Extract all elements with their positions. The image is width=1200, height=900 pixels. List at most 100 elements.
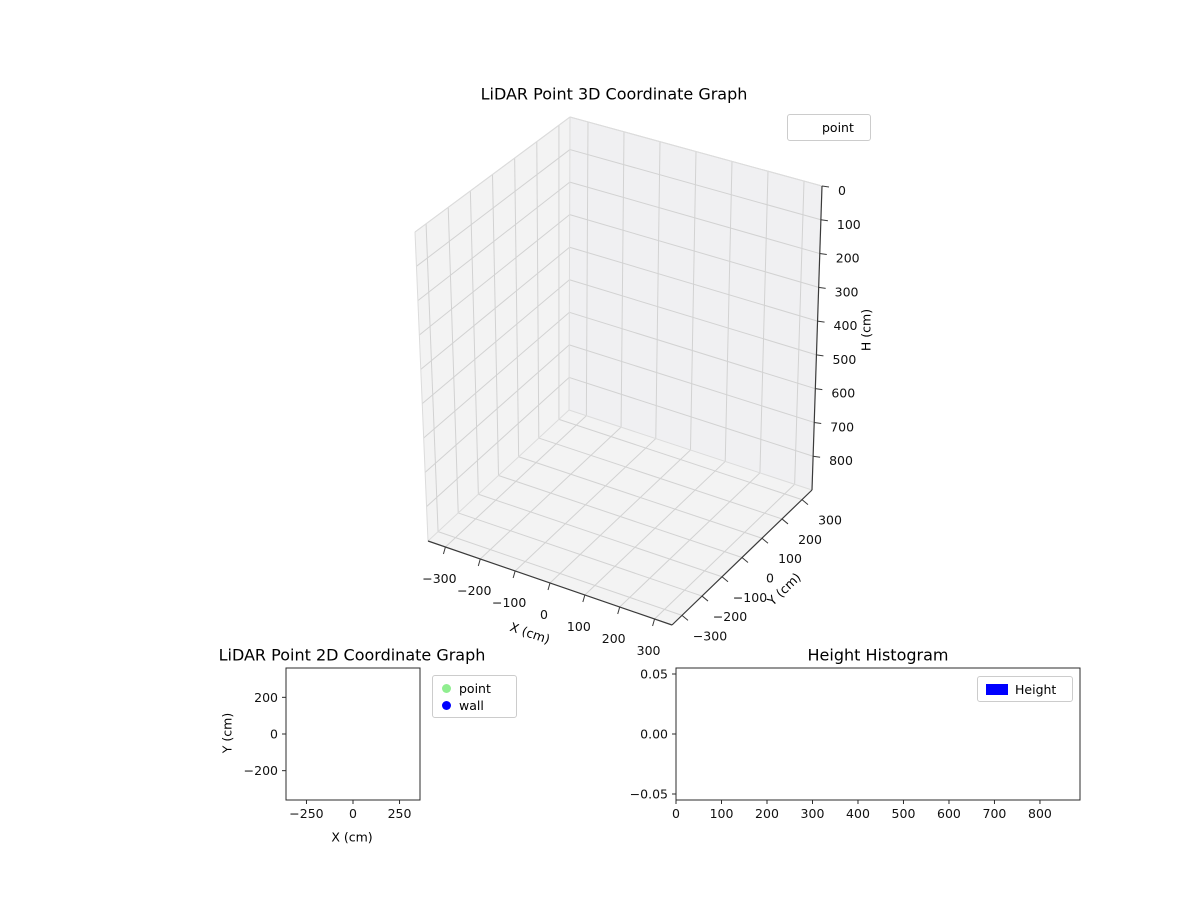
- height-patch-icon: [986, 683, 1008, 695]
- x-tick-label: 100: [567, 619, 591, 634]
- plot2d-x-tick-label: 250: [388, 806, 412, 821]
- hist-x-tick-label: 600: [937, 806, 961, 821]
- y-tick-label: 300: [818, 513, 842, 528]
- pane-edge: [569, 116, 823, 187]
- y-tick: [801, 499, 809, 506]
- hist-x-tick-label: 400: [846, 806, 870, 821]
- plot2d-x-tick-label: 0: [349, 806, 357, 821]
- legend-row: point: [433, 680, 516, 697]
- point-marker-icon: [442, 683, 451, 693]
- pane-edge: [414, 116, 571, 233]
- x-tick-label: −300: [422, 571, 456, 586]
- hist-title: Height Histogram: [807, 645, 949, 665]
- z-tick: [818, 286, 826, 289]
- plot2d-title: LiDAR Point 2D Coordinate Graph: [218, 645, 486, 665]
- plot3d-title: LiDAR Point 3D Coordinate Graph: [480, 84, 748, 104]
- z-tick-label: 800: [829, 453, 853, 468]
- z-tick-label: 600: [831, 386, 855, 401]
- plot2d-ylabel: Y (cm): [219, 712, 235, 754]
- legend-row: point: [788, 119, 870, 136]
- grid-x-line: [759, 171, 769, 473]
- plot3d-legend-point-label: point: [822, 120, 854, 135]
- plot2d-x-tick-label: −250: [289, 806, 323, 821]
- grid-y-line: [458, 512, 703, 597]
- z-tick: [816, 354, 824, 357]
- z-tick-label: 300: [835, 284, 859, 299]
- z-tick-label: 700: [830, 419, 854, 434]
- y-tick: [701, 595, 709, 602]
- grid-y-line: [558, 418, 803, 501]
- hist-y-tick-label: −0.05: [630, 787, 668, 802]
- plot2d-y-tick-label: −200: [244, 763, 278, 778]
- y-tick: [741, 557, 749, 563]
- z-tick: [820, 219, 828, 222]
- z-tick-label: 500: [832, 352, 856, 367]
- grid-x-line: [690, 151, 697, 451]
- plot3d-legend: point: [787, 114, 871, 141]
- hist-y-tick-label: 0.00: [640, 727, 668, 742]
- y-tick-label: 200: [798, 532, 822, 547]
- x-tick: [442, 546, 446, 555]
- y-tick: [681, 614, 689, 621]
- z-tick-label: 100: [837, 217, 861, 232]
- z-tick: [821, 185, 830, 188]
- hist-x-tick-label: 200: [755, 806, 779, 821]
- pane-floor: [428, 410, 812, 625]
- hist-x-tick-label: 100: [710, 806, 734, 821]
- z-tick-label: 400: [834, 318, 858, 333]
- hist-x-tick-label: 300: [801, 806, 825, 821]
- z-tick: [817, 320, 825, 323]
- grid-y-line: [492, 174, 499, 476]
- grid-y-line: [518, 456, 763, 539]
- plot2d-xlabel: X (cm): [331, 829, 373, 845]
- grid-x-line: [794, 181, 805, 485]
- hist-x-tick-label: 500: [892, 806, 916, 821]
- plot2d-axes-frame: [285, 667, 421, 801]
- plot3d-zlabel: H (cm): [858, 308, 874, 352]
- y-tick: [721, 576, 729, 583]
- y-tick-label: −100: [733, 590, 767, 605]
- hist-legend-height-label: Height: [1015, 681, 1057, 697]
- y-tick-label: 100: [778, 551, 802, 566]
- x-tick-label: −100: [492, 595, 526, 610]
- pane-edge: [568, 409, 813, 491]
- z-tick: [819, 253, 827, 256]
- plot2d-y-tick-label: 0: [270, 727, 278, 742]
- grid-y-line: [538, 437, 783, 520]
- x-tick-label: 0: [540, 607, 548, 622]
- hist-legend: Height: [977, 676, 1073, 702]
- hist-x-tick-label: 700: [983, 806, 1007, 821]
- y-tick-label: −200: [713, 609, 747, 624]
- z-tick: [815, 388, 823, 391]
- x-tick-label: −200: [457, 583, 491, 598]
- x-tick: [617, 606, 621, 615]
- x-tick-label: 200: [602, 631, 626, 646]
- z-tick-label: 200: [836, 251, 860, 266]
- pane-right: [569, 117, 822, 490]
- x-tick: [477, 558, 481, 567]
- grid-y-line: [447, 207, 459, 513]
- grid-x-line: [620, 131, 625, 428]
- grid-x-line: [724, 161, 733, 462]
- legend-row: wall: [433, 697, 516, 714]
- grid-y-line: [478, 493, 723, 578]
- wall-marker-icon: [442, 700, 451, 710]
- pane-edge: [427, 409, 570, 542]
- pane-edge: [414, 231, 429, 542]
- y-tick-label: 0: [766, 571, 774, 586]
- z-tick: [813, 455, 821, 458]
- grid-y-line: [469, 190, 479, 495]
- plot2d-legend-point-label: point: [459, 680, 491, 696]
- hist-y-tick-label: 0.05: [640, 667, 668, 682]
- plot2d-legend: point wall: [432, 675, 517, 718]
- plot2d-legend-wall-label: wall: [459, 697, 484, 713]
- y-tick: [781, 518, 789, 525]
- legend-row: Height: [978, 681, 1072, 698]
- pane-edge: [568, 116, 571, 411]
- z-axis-line: [811, 185, 823, 491]
- grid-y-line: [425, 223, 439, 532]
- hist-x-tick-label: 800: [1028, 806, 1052, 821]
- x-tick: [652, 618, 656, 627]
